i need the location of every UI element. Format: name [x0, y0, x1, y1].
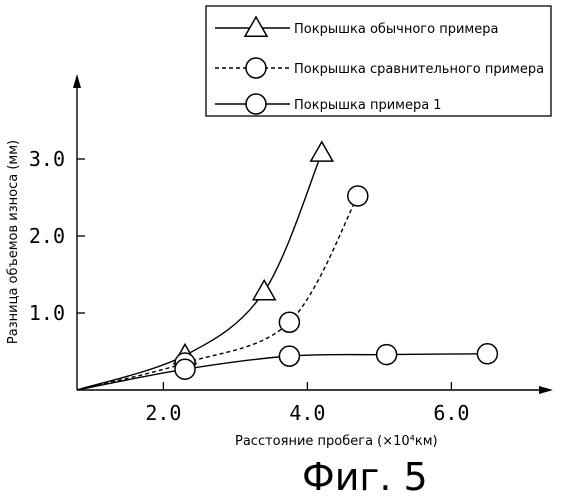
x-axis-label: Расстояние пробега (×10⁴км)	[235, 434, 438, 449]
series-1-marker	[253, 280, 275, 299]
x-axis-arrow	[539, 386, 553, 394]
x-tick-label: 2.0	[145, 401, 181, 425]
series-2-marker	[279, 312, 299, 332]
figure-caption: Фиг. 5	[302, 455, 428, 499]
series-2-marker	[348, 186, 368, 206]
axes: 2.0 4.0 6.0 1.0 2.0 3.0	[29, 74, 553, 425]
x-tick-label: 6.0	[433, 401, 469, 425]
x-tick-label: 4.0	[289, 401, 325, 425]
legend-label-3: Покрышка примера 1	[294, 98, 442, 113]
legend-marker-2	[246, 58, 266, 78]
legend-marker-3	[246, 94, 266, 114]
series-3-marker	[175, 359, 195, 379]
legend-label-2: Покрышка сравнительного примера	[294, 62, 544, 77]
y-tick-label: 1.0	[29, 301, 65, 325]
series-3-marker	[279, 346, 299, 366]
y-axis-arrow	[73, 74, 81, 88]
series-3-marker	[377, 345, 397, 365]
y-tick-label: 3.0	[29, 147, 65, 171]
plot-area	[77, 142, 497, 390]
legend: Покрышка обычного примера Покрышка сравни…	[206, 6, 551, 116]
series-1-marker	[311, 142, 333, 161]
y-tick-label: 2.0	[29, 224, 65, 248]
legend-label-1: Покрышка обычного примера	[294, 22, 498, 37]
series-3-marker	[477, 344, 497, 364]
y-axis-label: Разница объемов износа (мм)	[6, 140, 21, 344]
series-line-2	[77, 196, 358, 390]
